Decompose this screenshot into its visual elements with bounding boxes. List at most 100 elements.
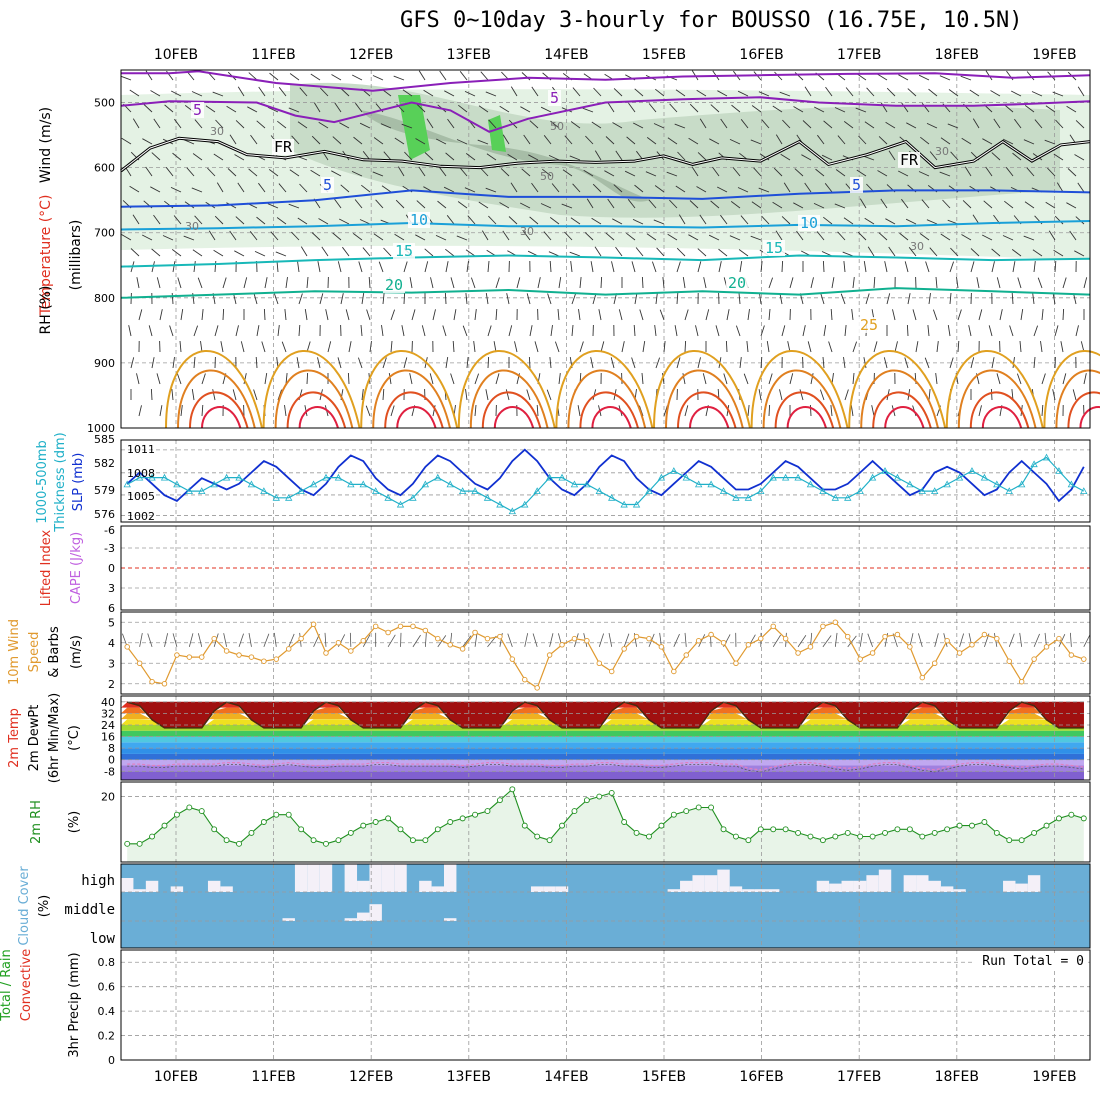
wind-barb (459, 71, 468, 81)
pressure-tick-label: 700 (94, 227, 115, 240)
wind-barb (626, 232, 636, 241)
wind-barb (179, 340, 182, 353)
wind-barb (594, 150, 602, 161)
wind-barb (712, 166, 720, 177)
thickness-marker (769, 473, 777, 481)
rh2m-marker (621, 819, 628, 825)
panel-ylabel-part: Wind (m/s) (38, 107, 54, 183)
wind-barb (174, 118, 182, 129)
upper-air-frame (120, 69, 1091, 429)
wind10m-marker (633, 633, 640, 640)
wind10m-barb (362, 634, 371, 648)
wind-barb (569, 251, 581, 257)
thickness-marker (707, 480, 715, 488)
wind-barb (939, 171, 951, 177)
wind-barb (1033, 325, 1039, 337)
wind10m-barb (462, 635, 472, 648)
wind-barb (918, 74, 930, 81)
wind10m-barb (673, 633, 680, 648)
wind-barb (813, 106, 825, 113)
wind-barb (631, 357, 636, 369)
panel-ylabel-part: & Barbs (47, 626, 62, 678)
wind-barb (667, 137, 678, 145)
wind-barb (1041, 373, 1046, 385)
wind-barb (291, 135, 300, 145)
wind-barb (485, 389, 489, 401)
wind-barb (402, 89, 413, 97)
thickness-marker (533, 487, 541, 494)
wind-barb (1083, 373, 1087, 385)
wind-barb (604, 170, 615, 177)
wind-barb (207, 167, 216, 177)
cloud-frame (120, 863, 1091, 949)
wind-barb (656, 247, 665, 257)
wind-barb (409, 373, 413, 385)
panel-ylabel: Convective (19, 949, 34, 1022)
panel-ylabel-part: SLP (mb) (71, 453, 86, 512)
wind-barb (253, 293, 258, 305)
thickness-marker (235, 473, 243, 481)
warm-contour (1067, 391, 1100, 429)
precip-panel: 0.8 0.6 0.4 0.2 0 Run Total = 0 (98, 949, 1091, 1067)
panel-ylabel: Lifted Index (39, 529, 54, 606)
wind-barb (646, 137, 657, 145)
panel-ylabel-part: Thickness (dm) (53, 432, 68, 532)
wind-barb (639, 309, 644, 321)
wind-barb (851, 309, 854, 321)
wind-barb (739, 357, 742, 369)
thickness-marker (371, 487, 380, 494)
cloud-high-bar (207, 880, 221, 892)
isotherm-label: 20 (728, 274, 746, 292)
wind-barb (549, 217, 560, 225)
wind-barb (1067, 168, 1077, 177)
wind-barb (234, 154, 245, 161)
wind10m-barb (859, 632, 863, 647)
wind-barb (193, 325, 199, 337)
wind-barb (360, 324, 363, 337)
cloud-high-bar (419, 880, 432, 892)
date-label-top: 11FEB (251, 47, 295, 63)
rh2m-marker (683, 808, 690, 815)
cloud-high-bar (853, 880, 867, 892)
wind-barb (676, 261, 681, 273)
wind-barb (674, 123, 686, 129)
wind10m-marker (348, 648, 354, 654)
warm-contour (457, 350, 556, 429)
wind-barb (487, 356, 490, 369)
isotherm-label-bg (763, 240, 785, 256)
wind-barb (610, 357, 615, 369)
panel-ylabel: Wind (m/s) (38, 107, 54, 183)
wind-barb (222, 308, 225, 321)
wind-barb (243, 277, 248, 289)
wind-barb (136, 373, 140, 385)
thickness-marker (210, 480, 218, 488)
warm-contour (481, 391, 542, 429)
wind-barb (1047, 167, 1056, 177)
wind-barb (526, 389, 531, 401)
wind-barb (310, 73, 321, 81)
slp-tick-label: 1005 (127, 490, 155, 503)
rh-label: 30 (520, 225, 534, 238)
thickness-marker (968, 467, 976, 474)
wind-barb (317, 357, 321, 369)
wind-barb (284, 309, 287, 321)
thickness-marker (222, 473, 231, 481)
wind-barb (1009, 325, 1014, 337)
wind-barb (495, 373, 500, 385)
wind-barb (999, 309, 1003, 321)
wind-barb (569, 155, 581, 161)
wind-barb (867, 246, 875, 257)
wind10m-marker (211, 635, 217, 642)
rh2m-frame (120, 781, 1091, 863)
wind-barb (299, 87, 308, 97)
wind-barb (928, 389, 931, 401)
wind10m-marker (174, 652, 180, 658)
wind-barb (991, 357, 995, 369)
wind-barb (1073, 293, 1077, 305)
wind-barb (529, 120, 539, 129)
thickness-marker (993, 480, 1001, 488)
isotherm-line (121, 70, 1091, 92)
wind-barb (258, 86, 266, 97)
warm-contour (372, 369, 451, 429)
panel-ylabel: 2m RH (29, 800, 44, 844)
